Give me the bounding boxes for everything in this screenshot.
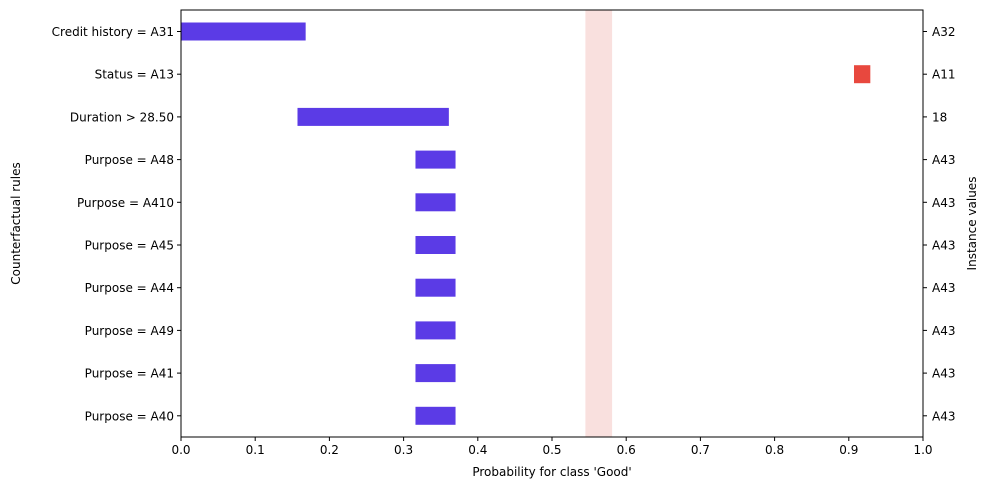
ticks-layer: Credit history = A31 A32 Status = A13 A11 Du… [52, 25, 956, 457]
bar [415, 406, 456, 425]
rule-label: Purpose = A41 [85, 367, 174, 381]
x-tick-label: 1.0 [913, 443, 932, 457]
rule-label: Duration > 28.50 [70, 110, 174, 124]
x-tick-label: 0.3 [394, 443, 413, 457]
x-tick-label: 0.7 [691, 443, 710, 457]
instance-value-label: A43 [932, 196, 955, 210]
bar [415, 193, 456, 212]
x-tick-label: 0.8 [765, 443, 784, 457]
x-tick-label: 0.4 [468, 443, 487, 457]
x-tick-label: 0.5 [542, 443, 561, 457]
x-tick-label: 0.1 [246, 443, 265, 457]
bar [853, 65, 871, 84]
instance-value-label: A43 [932, 153, 955, 167]
instance-value-label: A43 [932, 409, 955, 423]
bars-layer [181, 22, 871, 425]
plot-frame [180, 9, 924, 438]
bar [181, 22, 306, 41]
instance-value-label: A43 [932, 324, 955, 338]
reference-band-layer [585, 10, 613, 437]
bar [415, 364, 456, 383]
x-tick-label: 0.2 [320, 443, 339, 457]
instance-value-label: 18 [932, 110, 947, 124]
bar [415, 278, 456, 297]
bar [415, 150, 456, 169]
y-axis-label-right: Instance values [965, 177, 979, 271]
rule-label: Purpose = A44 [85, 281, 174, 295]
x-tick-label: 0.0 [171, 443, 190, 457]
rule-label: Purpose = A49 [85, 324, 174, 338]
instance-value-label: A43 [932, 239, 955, 253]
rule-label: Purpose = A410 [77, 196, 174, 210]
x-tick-label: 0.9 [839, 443, 858, 457]
instance-value-label: A32 [932, 25, 955, 39]
x-axis-label: Probability for class 'Good' [472, 465, 631, 479]
y-axis-label-left: Counterfactual rules [9, 162, 23, 284]
bar [415, 236, 456, 254]
instance-value-label: A43 [932, 281, 955, 295]
bar [415, 321, 456, 340]
rule-label: Purpose = A40 [85, 409, 174, 423]
instance-value-label: A43 [932, 367, 955, 381]
rule-label: Credit history = A31 [52, 25, 174, 39]
bar [297, 107, 449, 126]
reference-band [585, 10, 613, 437]
rule-label: Purpose = A45 [85, 239, 174, 253]
rule-label: Status = A13 [95, 68, 174, 82]
x-tick-label: 0.6 [617, 443, 636, 457]
instance-value-label: A11 [932, 68, 955, 82]
rule-label: Purpose = A48 [85, 153, 174, 167]
